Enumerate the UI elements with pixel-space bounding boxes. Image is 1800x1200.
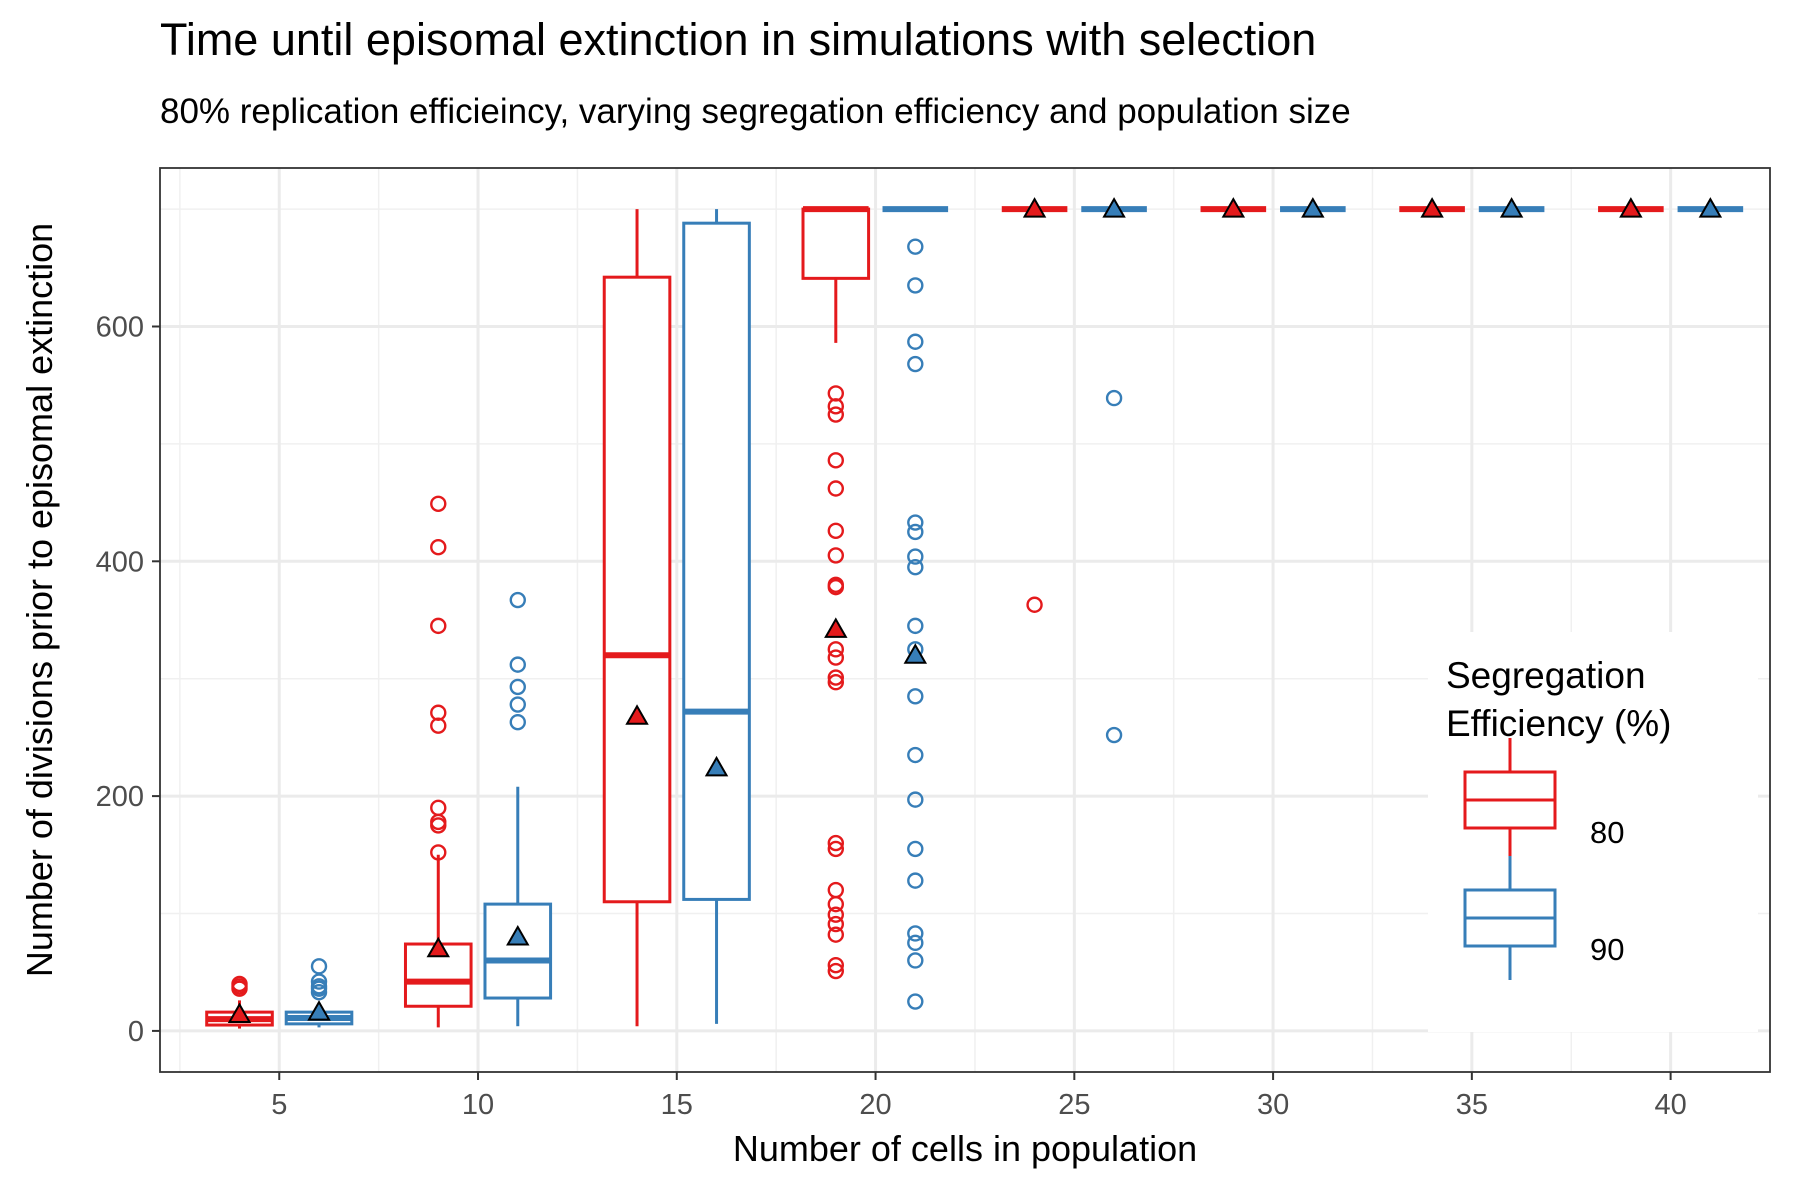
outlier-point (827, 881, 845, 899)
outlier-point (827, 669, 845, 686)
legend-label-80: 80 (1590, 815, 1625, 850)
x-tick-label: 15 (661, 1089, 693, 1121)
outlier-point (509, 656, 526, 673)
x-tick-label: 30 (1257, 1089, 1289, 1121)
outlier-point (907, 840, 924, 858)
outlier-point (310, 978, 328, 995)
box-iqr (602, 275, 672, 904)
outlier-point (827, 576, 845, 593)
mean-marker (426, 936, 450, 958)
outlier-point (907, 333, 924, 350)
outlier-point (827, 480, 845, 497)
outlier-point (310, 973, 328, 990)
x-tick-label: 10 (462, 1089, 494, 1121)
outlier-point (430, 704, 447, 721)
outlier-point (509, 678, 526, 696)
outlier-point (907, 791, 924, 808)
legend-title-line1: Segregation (1446, 655, 1646, 696)
mean-marker (1221, 197, 1246, 218)
plot-border (159, 167, 1771, 1073)
outlier-point (827, 926, 845, 943)
mean-marker (1619, 197, 1643, 218)
outlier-point (907, 952, 924, 969)
x-tick-label: 40 (1654, 1089, 1686, 1121)
mean-marker (1499, 197, 1524, 218)
outlier-point (827, 641, 845, 658)
outlier-point (1105, 389, 1123, 407)
box-iqr (483, 902, 553, 1000)
outlier-point (1105, 726, 1123, 744)
legend-title: Segregation Efficiency (%) (1446, 652, 1766, 748)
outlier-point (231, 975, 248, 993)
outlier-point (509, 591, 526, 609)
mean-marker (1301, 197, 1325, 218)
outlier-point (827, 956, 845, 974)
outlier-point (907, 872, 924, 889)
outlier-point (907, 934, 924, 952)
outlier-point (907, 514, 924, 531)
legend-title-line2: Efficiency (%) (1446, 703, 1672, 744)
y-tick-label: 200 (96, 781, 144, 813)
box-iqr (801, 207, 871, 280)
mean-marker (704, 755, 729, 777)
mean-marker (625, 704, 649, 725)
outlier-point (430, 799, 447, 817)
chart-subtitle: 80% replication efficieincy, varying seg… (160, 92, 1351, 131)
x-tick-label: 5 (271, 1089, 287, 1121)
outlier-point (907, 548, 924, 565)
x-tick-label: 25 (1058, 1089, 1090, 1121)
outlier-point (827, 406, 845, 423)
outlier-point (509, 696, 526, 713)
outlier-point (907, 746, 924, 764)
chart-title: Time until episomal extinction in simula… (160, 14, 1317, 65)
outlier-point (827, 547, 845, 564)
mean-marker (506, 924, 530, 946)
mean-marker (227, 1002, 252, 1023)
outlier-point (430, 495, 447, 512)
y-tick-label: 400 (96, 546, 144, 578)
legend-background (1428, 632, 1758, 1032)
legend-label-90: 90 (1590, 932, 1625, 967)
outlier-point (827, 522, 845, 539)
outlier-point (1026, 596, 1043, 613)
mean-marker (307, 1000, 331, 1021)
y-tick-label: 600 (96, 311, 144, 343)
outlier-point (907, 238, 924, 255)
outlier-point (907, 617, 924, 635)
mean-marker (1698, 197, 1723, 218)
outlier-point (907, 993, 924, 1010)
x-axis-label: Number of cells in population (732, 1128, 1198, 1169)
mean-marker (1022, 197, 1047, 218)
outlier-point (827, 834, 845, 852)
outlier-point (907, 688, 924, 705)
x-tick-label: 35 (1456, 1089, 1488, 1121)
y-axis-label: Number of divisions prior to episomal ex… (19, 222, 60, 978)
outlier-point (827, 962, 845, 980)
outlier-point (907, 277, 924, 294)
outlier-point (907, 925, 924, 942)
outlier-point (907, 355, 924, 373)
y-tick-label: 0 (128, 1016, 144, 1048)
mean-marker (824, 617, 848, 638)
outlier-point (907, 558, 924, 576)
outlier-point (430, 844, 447, 861)
outlier-point (827, 674, 845, 691)
mean-marker (1102, 197, 1126, 218)
outlier-point (907, 523, 924, 541)
outlier-point (827, 385, 845, 402)
mean-marker (1420, 197, 1444, 218)
box-iqr (682, 221, 751, 901)
x-tick-label: 20 (859, 1089, 891, 1121)
outlier-point (430, 617, 447, 635)
outlier-point (827, 649, 845, 666)
outlier-point (827, 906, 845, 923)
outlier-point (430, 539, 447, 556)
outlier-point (509, 713, 526, 731)
outlier-point (827, 452, 845, 469)
outlier-point (827, 915, 845, 933)
outlier-point (827, 840, 845, 858)
mean-marker (903, 643, 928, 664)
outlier-point (310, 958, 328, 975)
